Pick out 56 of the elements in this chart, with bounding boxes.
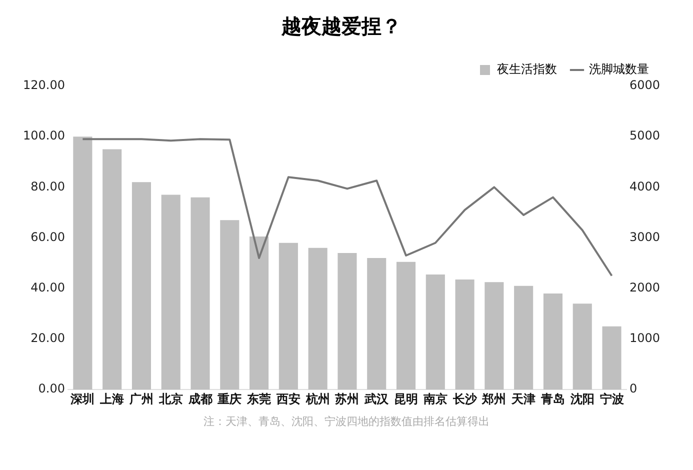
x-tick-label: 昆明 [394,392,418,406]
y-tick-label: 120.00 [22,78,65,92]
x-tick-label: 东莞 [246,392,272,406]
bar [426,274,445,390]
y-tick-label: 80.00 [30,179,65,194]
bar [132,182,151,390]
bar [543,293,562,390]
x-tick-label: 宁波 [600,392,625,406]
x-tick-label: 南京 [422,392,448,406]
chart-title: 越夜越爱捏？ [280,14,402,38]
y2-tick-label: 1000 [629,331,660,346]
x-tick-label: 北京 [158,392,183,406]
bar [250,236,269,390]
x-tick-label: 重庆 [216,392,242,406]
legend-label: 夜生活指数 [497,62,557,76]
y-tick-label: 20.00 [30,331,65,346]
x-tick-label: 成都 [187,392,212,406]
x-tick-label: 天津 [510,392,536,406]
x-tick-label: 青岛 [540,392,565,406]
bar [572,304,592,390]
bar [220,220,240,390]
y2-tick-label: 3000 [629,230,660,244]
bar [102,149,122,390]
text: 注：天津、青岛、沈阳、宁波四地的指数值由排名估算得出 [202,414,490,429]
y-tick-label: 0.00 [38,382,65,396]
bar [484,282,504,390]
bar [308,248,328,390]
x-tick-label: 武汉 [364,392,390,406]
y-tick-label: 40.00 [30,280,65,295]
x-tick-label: 西安 [275,392,300,406]
legend-label: 洗脚城数量 [589,62,649,76]
x-tick-label: 广州 [128,392,154,406]
bar [602,326,622,390]
y-tick-label: 60.00 [30,230,65,244]
bar [338,252,357,390]
bar [396,262,416,390]
y2-tick-label: 0 [629,382,638,396]
x-tick-label: 苏州 [334,392,360,406]
y2-tick-label: 6000 [629,78,660,92]
x-tick-label: 郑州 [481,392,506,406]
x-tick-label: 深圳 [70,392,95,406]
y-tick-label: 100.00 [22,128,65,143]
bar [161,194,180,390]
bar [367,258,386,390]
x-tick-label: 沈阳 [569,392,594,406]
bar [73,136,92,390]
y2-tick-label: 4000 [629,179,660,194]
y2-tick-label: 5000 [629,128,660,143]
y2-tick-label: 2000 [629,280,660,295]
x-tick-label: 杭州 [304,392,330,406]
bar [278,242,298,390]
bar [514,286,534,390]
x-tick-label: 上海 [99,392,124,406]
x-tick-label: 长沙 [452,392,478,406]
bar [455,280,474,390]
bar [190,197,210,390]
